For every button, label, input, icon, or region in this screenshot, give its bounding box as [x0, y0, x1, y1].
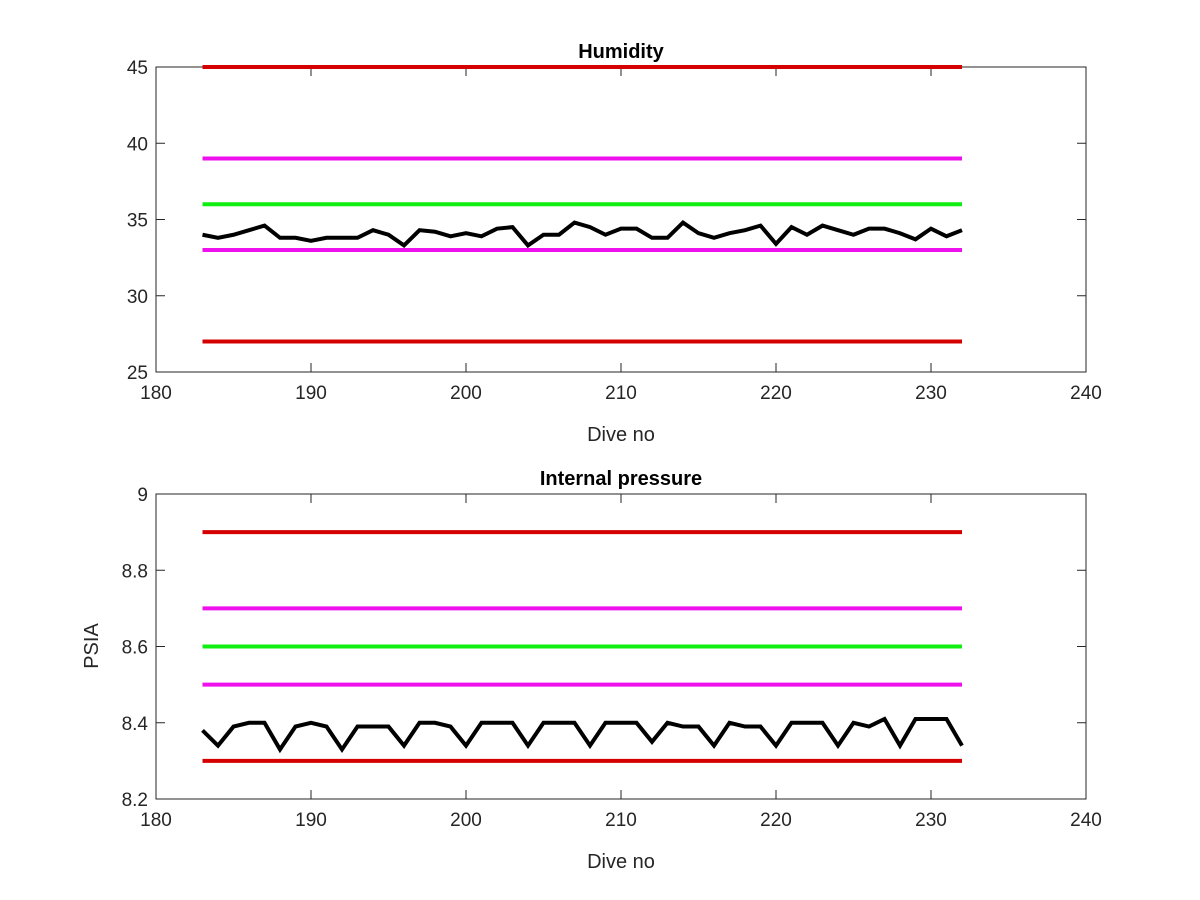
pressure-ylabel: PSIA	[81, 623, 103, 669]
pressure-xtick-label: 200	[450, 810, 482, 831]
humidity-xtick-label: 180	[140, 383, 172, 404]
pressure-title: Internal pressure	[540, 468, 702, 490]
pressure-xtick-label: 190	[295, 810, 327, 831]
humidity-ytick-label: 25	[127, 363, 148, 384]
humidity-xlabel: Dive no	[587, 424, 655, 446]
pressure-xtick-label: 240	[1070, 810, 1102, 831]
humidity-ytick-label: 40	[127, 134, 148, 155]
pressure-subplot: Internal pressure Dive no PSIA 180 190 200…	[81, 468, 1102, 873]
pressure-xtick-label: 230	[915, 810, 947, 831]
humidity-ytick-label: 30	[127, 287, 148, 308]
humidity-xtick-label: 240	[1070, 383, 1102, 404]
humidity-subplot: Humidity Dive no 180 190 200 210 220 230 240 25…	[127, 41, 1102, 446]
pressure-xtick-label: 180	[140, 810, 172, 831]
humidity-axes-box	[155, 66, 1087, 373]
humidity-xtick-label: 210	[605, 383, 637, 404]
pressure-xtick-label: 220	[760, 810, 792, 831]
humidity-xtick-label: 200	[450, 383, 482, 404]
pressure-ytick-label: 8.6	[122, 638, 148, 659]
humidity-xtick-label: 190	[295, 383, 327, 404]
humidity-xtick-label: 230	[915, 383, 947, 404]
pressure-xlabel: Dive no	[587, 851, 655, 873]
pressure-ytick-label: 9	[137, 485, 148, 506]
pressure-xtick-label: 210	[605, 810, 637, 831]
humidity-ytick-label: 45	[127, 58, 148, 79]
pressure-data-line	[201, 716, 964, 754]
humidity-xtick-label: 220	[760, 383, 792, 404]
humidity-title: Humidity	[578, 41, 664, 63]
pressure-ytick-label: 8.2	[122, 790, 148, 811]
pressure-ytick-label: 8.4	[122, 714, 149, 735]
pressure-ytick-label: 8.8	[122, 561, 148, 582]
humidity-series	[202, 219, 963, 249]
pressure-series	[201, 716, 964, 754]
humidity-data-line	[202, 219, 963, 249]
humidity-ytick-label: 35	[127, 211, 148, 232]
pressure-ticks: 180 190 200 210 220 230 240 8.2 8.4 8.6 8.8 9	[122, 485, 1102, 831]
humidity-threshold-lines	[202, 65, 962, 344]
pressure-threshold-lines	[202, 530, 962, 763]
